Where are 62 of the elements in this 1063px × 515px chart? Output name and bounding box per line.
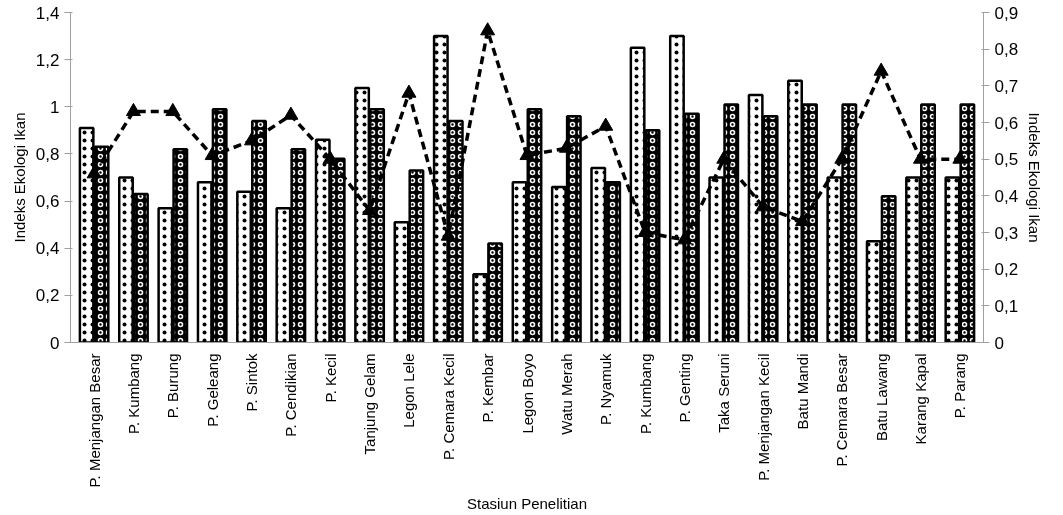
y-tick-label: 0,8 xyxy=(35,144,60,164)
x-tick-label: P. Kecil xyxy=(321,353,339,403)
x-tick-label: Watu Merah xyxy=(557,353,575,435)
x-tick-label: Karang Kapal xyxy=(912,353,930,445)
x-tick-label: P. Sintok xyxy=(243,353,261,412)
x-tick-label: Taka Seruni xyxy=(715,353,733,433)
point xyxy=(598,117,614,131)
y2-tick-label: 0,4 xyxy=(994,186,1019,206)
x-tick-label: P. Kumbang xyxy=(124,353,142,435)
point xyxy=(165,102,181,117)
x-tick-label: Legon Boyo xyxy=(518,353,536,434)
y2-tick-label: 0 xyxy=(994,333,1004,353)
y-tick-label: 1 xyxy=(50,97,60,117)
y-tick-label: 0,2 xyxy=(35,286,60,306)
y2-tick-label: 0,3 xyxy=(994,223,1019,243)
x-tick-label: P. Cemara Besar xyxy=(833,353,851,467)
y-tick-label: 0,6 xyxy=(35,192,60,212)
point xyxy=(716,150,732,164)
y-tick-label: 1,2 xyxy=(35,50,60,70)
x-tick-label: P. Cendikian xyxy=(282,353,300,437)
y-tick-label: 0 xyxy=(50,333,60,353)
point xyxy=(519,146,535,161)
x-tick-label: P. Kumbang xyxy=(636,353,654,435)
x-tick-label: P. Geleang xyxy=(203,353,221,427)
x-tick-label: Tanjung Gelam xyxy=(361,353,379,455)
x-tick-label: P. Kembar xyxy=(479,353,497,423)
point xyxy=(86,165,102,179)
point xyxy=(558,139,574,153)
point xyxy=(952,150,968,164)
y2-tick-label: 0,9 xyxy=(994,3,1019,23)
point xyxy=(480,22,496,36)
point xyxy=(204,146,220,161)
x-tick-label: P. Genting xyxy=(675,353,693,423)
point xyxy=(283,106,299,120)
x-axis-title: Stasiun Penelitian xyxy=(466,495,588,513)
x-tick-label: P. Menjangan Besar xyxy=(85,353,103,488)
y-axis-title: Indeks Ekologi Ikan xyxy=(10,112,28,243)
y2-tick-label: 0,5 xyxy=(994,150,1019,170)
point xyxy=(873,62,889,76)
point xyxy=(125,102,141,117)
x-tick-label: P. Menjangan Kecil xyxy=(754,353,772,481)
y2-tick-label: 0,7 xyxy=(994,76,1019,96)
point xyxy=(322,150,338,164)
x-tick-label: Legon Lele xyxy=(400,353,418,428)
x-tick-label: Batu Mandi xyxy=(793,353,811,430)
point xyxy=(401,84,417,98)
point xyxy=(834,150,850,164)
y2-axis-title: Indeks Ekologi Ikan xyxy=(1026,112,1044,243)
point xyxy=(676,231,692,245)
x-tick-label: P. Parang xyxy=(951,353,969,419)
y-tick-label: 0,4 xyxy=(35,239,60,259)
x-tick-label: Batu Lawang xyxy=(872,353,890,442)
x-tick-label: P. Nyamuk xyxy=(597,353,615,425)
y2-tick-label: 0,6 xyxy=(994,113,1019,133)
y2-tick-label: 0,1 xyxy=(994,296,1019,316)
y-tick-label: 1,4 xyxy=(35,3,60,23)
y2-tick-label: 0,8 xyxy=(994,40,1019,60)
x-tick-label: P. Burung xyxy=(164,353,182,419)
y2-tick-label: 0,2 xyxy=(994,260,1019,280)
x-tick-label: P. Cemara Kecil xyxy=(439,353,457,460)
point xyxy=(755,198,771,212)
point xyxy=(913,150,929,164)
